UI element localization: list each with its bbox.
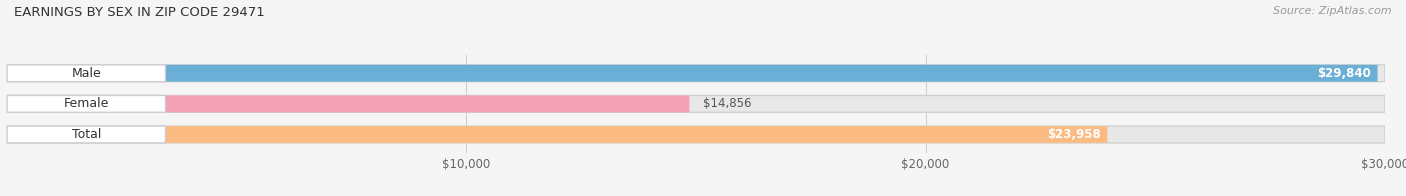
FancyBboxPatch shape xyxy=(7,95,689,112)
FancyBboxPatch shape xyxy=(7,95,1385,112)
Text: Female: Female xyxy=(63,97,108,110)
FancyBboxPatch shape xyxy=(7,126,1108,143)
FancyBboxPatch shape xyxy=(7,65,1385,82)
Text: $29,840: $29,840 xyxy=(1317,67,1371,80)
Text: EARNINGS BY SEX IN ZIP CODE 29471: EARNINGS BY SEX IN ZIP CODE 29471 xyxy=(14,6,264,19)
FancyBboxPatch shape xyxy=(7,65,166,82)
Text: Source: ZipAtlas.com: Source: ZipAtlas.com xyxy=(1274,6,1392,16)
FancyBboxPatch shape xyxy=(7,65,1378,82)
FancyBboxPatch shape xyxy=(7,126,166,143)
Text: $23,958: $23,958 xyxy=(1046,128,1101,141)
Text: Male: Male xyxy=(72,67,101,80)
Text: Total: Total xyxy=(72,128,101,141)
FancyBboxPatch shape xyxy=(7,126,1385,143)
FancyBboxPatch shape xyxy=(7,95,166,112)
Text: $14,856: $14,856 xyxy=(703,97,752,110)
